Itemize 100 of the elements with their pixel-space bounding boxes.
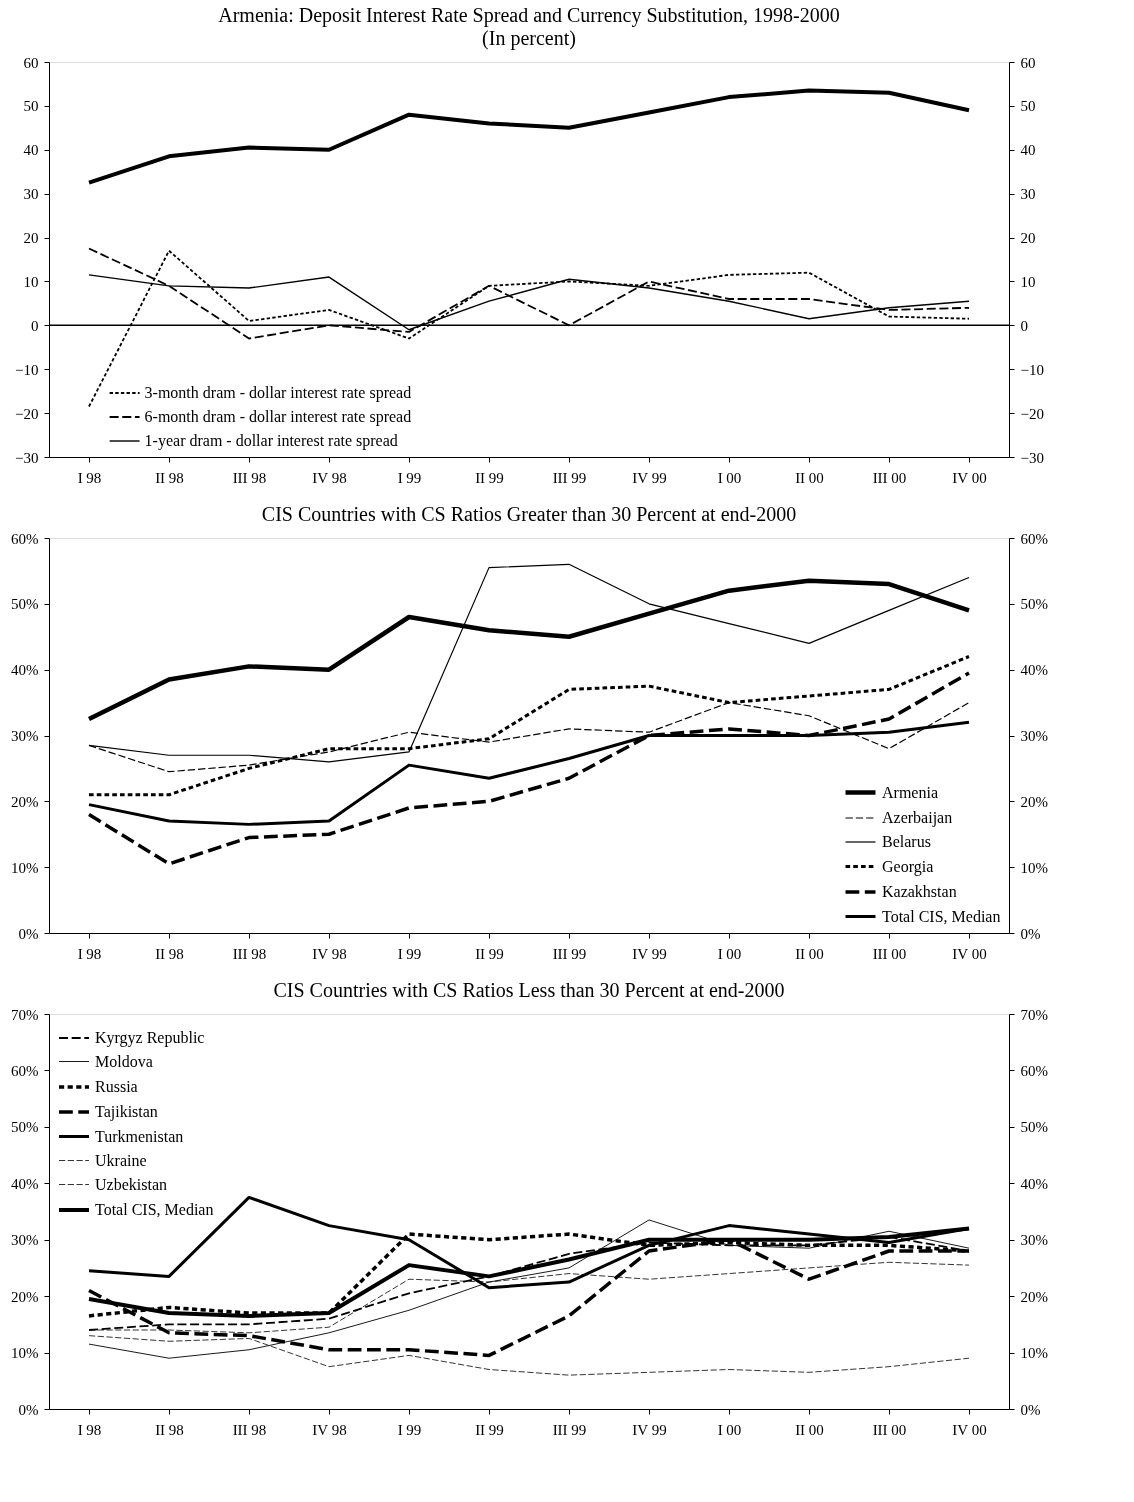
x-tick-label: III 99 xyxy=(552,945,587,962)
legend-label: Tajikistan xyxy=(95,1103,158,1121)
x-tick-label: II 99 xyxy=(475,469,504,486)
x-tick-label: II 98 xyxy=(155,469,184,486)
x-tick-label: I 00 xyxy=(717,1421,742,1438)
legend-label: Azerbaijan xyxy=(882,809,953,827)
y2-tick-label: −30 xyxy=(1020,449,1044,466)
x-tick-label: III 99 xyxy=(552,469,587,486)
y-tick-label: 0 xyxy=(31,317,39,334)
chart-subtitle: (In percent) xyxy=(482,27,576,50)
x-tick-label: I 00 xyxy=(717,945,742,962)
y-tick-label: 30% xyxy=(11,1232,39,1249)
y2-tick-label: 70% xyxy=(1020,1006,1048,1023)
y-tick-label: 60% xyxy=(11,530,39,547)
legend-label: 1-year dram - dollar interest rate spread xyxy=(144,432,398,450)
chart-title: Armenia: Deposit Interest Rate Spread and Currency Substitution, 1998-2000 xyxy=(218,4,840,27)
x-tick-label: I 98 xyxy=(77,469,102,486)
x-tick-label: II 98 xyxy=(155,945,184,962)
x-tick-label: III 98 xyxy=(232,1421,267,1438)
legend-label: Turkmenistan xyxy=(95,1127,184,1145)
y2-tick-label: 30% xyxy=(1020,728,1048,744)
y-tick-label: 20 xyxy=(23,230,39,247)
y2-tick-label: 10% xyxy=(1020,1345,1048,1362)
y2-tick-label: 0% xyxy=(1020,1401,1041,1418)
x-tick-label: II 00 xyxy=(795,469,824,486)
y2-tick-label: 20% xyxy=(1020,1288,1048,1305)
legend-label: Georgia xyxy=(882,857,934,876)
y-tick-label: 50% xyxy=(11,596,39,613)
x-tick-label: III 98 xyxy=(232,469,267,486)
x-tick-label: III 98 xyxy=(232,945,267,962)
y-tick-label: 60% xyxy=(11,1062,39,1079)
x-tick-label: II 99 xyxy=(475,945,504,962)
y2-tick-label: 60% xyxy=(1020,530,1048,547)
y-tick-label: 50% xyxy=(11,1119,39,1136)
y2-tick-label: −20 xyxy=(1020,405,1044,422)
x-tick-label: III 00 xyxy=(872,945,907,962)
chart-title: CIS Countries with CS Ratios Less than 30 Percent at end-2000 xyxy=(273,979,785,1001)
y-tick-label: −10 xyxy=(15,361,39,378)
x-tick-label: IV 99 xyxy=(632,469,667,486)
y2-tick-label: −10 xyxy=(1020,361,1044,378)
legend-label: Belarus xyxy=(882,833,931,850)
legend-label: 6-month dram - dollar interest rate spread xyxy=(144,408,412,426)
legend-label: Total CIS, Median xyxy=(882,907,1001,925)
x-tick-label: IV 98 xyxy=(312,1421,347,1438)
y2-tick-label: 50% xyxy=(1020,1119,1048,1136)
y-tick-label: −20 xyxy=(15,405,39,422)
x-tick-label: III 00 xyxy=(872,1421,907,1438)
y2-tick-label: 0 xyxy=(1020,317,1028,334)
x-tick-label: I 99 xyxy=(397,1421,422,1438)
y-tick-label: 20% xyxy=(11,1288,39,1305)
y-tick-label: 0% xyxy=(18,925,39,942)
y2-tick-label: 30 xyxy=(1020,186,1036,203)
x-tick-label: II 00 xyxy=(795,945,824,962)
y-tick-label: 10 xyxy=(23,273,39,290)
y2-tick-label: 0% xyxy=(1020,925,1041,942)
x-tick-label: I 98 xyxy=(77,945,102,962)
legend-label: Kyrgyz Republic xyxy=(95,1029,205,1047)
y2-tick-label: 20 xyxy=(1020,230,1036,247)
x-tick-label: II 99 xyxy=(475,1421,504,1438)
y-tick-label: 20% xyxy=(11,793,39,810)
y-tick-label: 30% xyxy=(11,728,39,744)
x-tick-label: II 00 xyxy=(795,1421,824,1438)
x-tick-label: IV 00 xyxy=(952,1421,987,1438)
y2-tick-label: 20% xyxy=(1020,793,1048,810)
x-tick-label: IV 00 xyxy=(952,469,987,486)
x-tick-label: III 00 xyxy=(872,469,907,486)
legend-label: Ukraine xyxy=(95,1151,147,1169)
y2-tick-label: 50 xyxy=(1020,98,1036,115)
legend-label: 3-month dram - dollar interest rate spread xyxy=(144,384,412,402)
y-tick-label: 10% xyxy=(11,859,39,876)
legend-label: Russia xyxy=(95,1078,138,1095)
x-tick-label: IV 98 xyxy=(312,469,347,486)
x-tick-label: I 99 xyxy=(397,945,422,962)
y-tick-label: 60 xyxy=(23,54,39,71)
x-tick-label: IV 00 xyxy=(952,945,987,962)
y-tick-label: 70% xyxy=(11,1006,39,1023)
x-tick-label: IV 98 xyxy=(312,945,347,962)
y2-tick-label: 60% xyxy=(1020,1062,1048,1079)
y-tick-label: 40% xyxy=(11,1175,39,1192)
y-tick-label: 50 xyxy=(23,98,39,115)
legend-label: Uzbekistan xyxy=(95,1175,167,1193)
x-tick-label: IV 99 xyxy=(632,945,667,962)
y2-tick-label: 10 xyxy=(1020,273,1036,290)
y-tick-label: 10% xyxy=(11,1345,39,1362)
y-tick-label: 30 xyxy=(23,186,39,203)
y-tick-label: 40% xyxy=(11,662,39,679)
y2-tick-label: 50% xyxy=(1020,596,1048,613)
y2-tick-label: 40 xyxy=(1020,142,1036,159)
legend-label: Moldova xyxy=(95,1052,153,1070)
x-tick-label: I 98 xyxy=(77,1421,102,1438)
chart-title: CIS Countries with CS Ratios Greater than 30 Percent at end-2000 xyxy=(261,503,797,525)
y2-tick-label: 60 xyxy=(1020,54,1036,71)
y2-tick-label: 30% xyxy=(1020,1232,1048,1249)
y2-tick-label: 10% xyxy=(1020,859,1048,876)
y-tick-label: 0% xyxy=(18,1401,39,1418)
y-tick-label: 40 xyxy=(23,142,39,159)
x-tick-label: I 99 xyxy=(397,469,422,486)
y-tick-label: −30 xyxy=(15,449,39,466)
x-tick-label: III 99 xyxy=(552,1421,587,1438)
legend-label: Kazakhstan xyxy=(882,883,957,900)
